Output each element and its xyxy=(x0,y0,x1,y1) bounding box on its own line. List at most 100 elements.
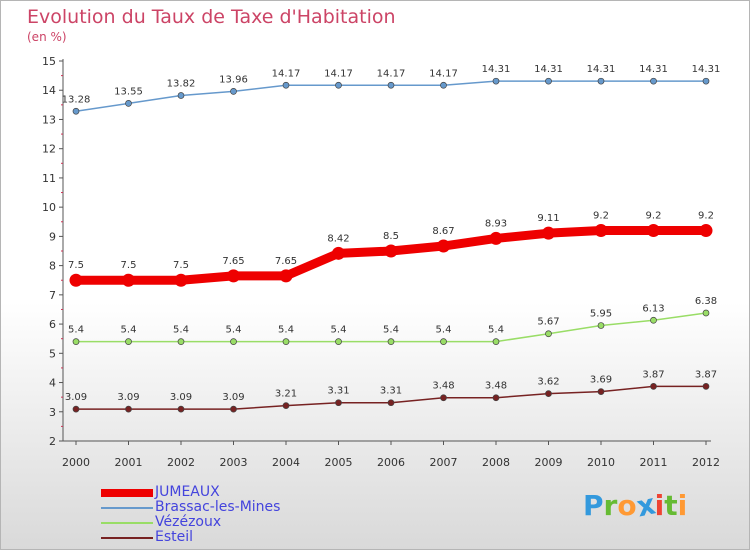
data-label: 3.87 xyxy=(642,369,664,380)
axes: 2 3 4 5 6 7 8 9 10 11 12 13 14 15 2000 2001 2002 2003 2004… xyxy=(42,55,720,469)
x-tick-label: 2006 xyxy=(377,456,405,469)
x-tick-label: 2011 xyxy=(640,456,668,469)
data-label: 9.2 xyxy=(593,211,609,222)
data-label: 3.48 xyxy=(432,381,454,392)
legend-swatch xyxy=(101,537,153,539)
data-point xyxy=(282,402,290,409)
x-tick-label: 2002 xyxy=(167,456,195,469)
data-point xyxy=(387,81,395,89)
data-label: 8.93 xyxy=(485,218,507,229)
data-point xyxy=(597,77,605,85)
y-tick-label: 8 xyxy=(49,260,56,273)
data-point xyxy=(492,338,500,345)
y-tick-label: 4 xyxy=(49,377,56,390)
data-point xyxy=(489,231,503,245)
data-point xyxy=(542,226,555,240)
data-point xyxy=(702,309,710,317)
data-point xyxy=(282,81,290,89)
x-tick-label: 2004 xyxy=(272,456,300,469)
data-point xyxy=(72,107,80,115)
data-point xyxy=(650,77,657,85)
data-label: 3.21 xyxy=(275,389,297,400)
data-point xyxy=(332,246,345,260)
data-label: 5.95 xyxy=(590,309,612,320)
data-point xyxy=(492,77,500,85)
y-tick-label: 9 xyxy=(49,230,56,243)
data-label: 5.4 xyxy=(173,325,189,336)
data-label: 13.82 xyxy=(167,78,196,89)
x-tick-label: 2012 xyxy=(692,456,720,469)
data-point xyxy=(335,338,342,345)
data-label: 14.31 xyxy=(534,64,563,75)
data-label: 7.65 xyxy=(275,256,297,267)
data-point xyxy=(125,338,132,345)
data-label: 8.67 xyxy=(432,226,454,237)
data-point xyxy=(650,316,657,324)
y-tick-label: 14 xyxy=(42,84,56,97)
logo-letter: o xyxy=(617,489,637,522)
data-point xyxy=(702,77,710,85)
legend-label: Vézézoux xyxy=(155,514,222,530)
data-label: 5.4 xyxy=(383,325,399,336)
y-tick-label: 11 xyxy=(42,172,56,185)
data-label: 14.31 xyxy=(692,64,721,75)
data-point xyxy=(440,394,447,402)
x-tick-label: 2001 xyxy=(115,456,143,469)
proxiti-logo: Proxiti xyxy=(583,487,688,523)
legend-label: Esteil xyxy=(155,529,194,545)
y-tick-label: 5 xyxy=(49,347,56,360)
y-tick-label: 3 xyxy=(49,406,56,419)
data-point xyxy=(279,269,293,283)
data-label: 5.4 xyxy=(488,325,504,336)
data-point xyxy=(440,338,447,345)
data-point xyxy=(387,338,395,345)
data-label: 3.48 xyxy=(485,381,507,392)
series-brassac-les-mines xyxy=(72,77,710,115)
y-tick-label: 15 xyxy=(42,55,56,68)
logo-letter: t xyxy=(664,489,678,522)
series-jumeaux xyxy=(69,224,713,287)
legend-swatch xyxy=(101,489,153,497)
data-point xyxy=(177,338,185,345)
data-point xyxy=(335,81,342,89)
data-point xyxy=(230,405,237,413)
data-label: 6.38 xyxy=(695,296,717,307)
legend-label: Brassac-les-Mines xyxy=(155,499,281,515)
x-tick-label: 2000 xyxy=(62,456,90,469)
data-point xyxy=(122,273,135,287)
data-label: 5.67 xyxy=(537,317,559,328)
data-point xyxy=(440,81,447,89)
data-point xyxy=(437,239,450,253)
data-label: 5.4 xyxy=(226,325,242,336)
data-point xyxy=(69,273,83,287)
data-label: 3.62 xyxy=(537,377,559,388)
data-label: 9.2 xyxy=(646,211,662,222)
data-point xyxy=(702,382,710,390)
data-label: 6.13 xyxy=(642,303,664,314)
logo-letter: i xyxy=(677,489,688,522)
y-tick-label: 12 xyxy=(42,143,56,156)
data-label: 3.09 xyxy=(222,392,244,403)
data-point xyxy=(650,382,657,390)
data-label: 7.65 xyxy=(222,256,244,267)
data-label: 8.42 xyxy=(327,233,349,244)
data-point xyxy=(545,330,552,338)
data-point xyxy=(125,405,132,413)
legend-swatch xyxy=(101,507,153,509)
data-label: 3.09 xyxy=(65,392,87,403)
logo-letter: i xyxy=(654,489,665,522)
data-label: 7.5 xyxy=(173,260,189,271)
series-esteil xyxy=(72,382,710,413)
data-label: 3.09 xyxy=(170,392,192,403)
data-point xyxy=(384,244,398,258)
logo-letter: r xyxy=(603,489,618,522)
data-label: 7.5 xyxy=(121,260,137,271)
data-point xyxy=(125,100,132,107)
legend-label: JUMEAUX xyxy=(155,484,220,500)
data-point xyxy=(174,273,188,287)
data-point xyxy=(177,92,185,99)
data-point xyxy=(647,224,660,238)
x-tick-label: 2003 xyxy=(220,456,248,469)
data-label: 3.09 xyxy=(117,392,139,403)
